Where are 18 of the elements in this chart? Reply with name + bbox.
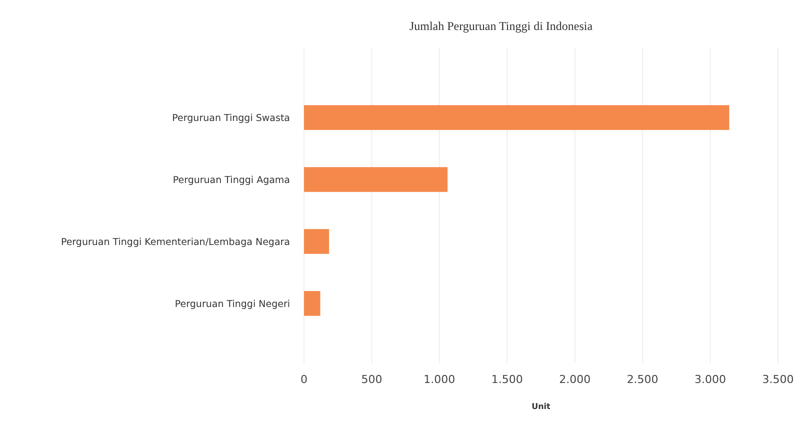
bar (304, 167, 448, 192)
bar (304, 291, 320, 316)
bar (304, 229, 330, 254)
y-tick-label: Perguruan Tinggi Kementerian/Lembaga Negara (60, 236, 290, 248)
x-axis-title: Unit (532, 402, 551, 411)
bar (304, 105, 730, 130)
x-tick-label: 3.500 (762, 373, 794, 386)
y-tick-label: Perguruan Tinggi Negeri (174, 298, 290, 310)
y-tick-label: Perguruan Tinggi Agama (172, 174, 290, 186)
x-tick-label: 500 (361, 373, 382, 386)
chart-title: Jumlah Perguruan Tinggi di Indonesia (409, 19, 594, 33)
x-tick-label: 2.500 (626, 373, 658, 386)
x-tick-label: 1.500 (491, 373, 523, 386)
x-tick-label: 3.000 (694, 373, 726, 386)
x-tick-label: 0 (300, 373, 308, 386)
y-tick-label: Perguruan Tinggi Swasta (172, 112, 290, 124)
x-tick-label: 2.000 (559, 373, 591, 386)
x-tick-label: 1.000 (424, 373, 456, 386)
